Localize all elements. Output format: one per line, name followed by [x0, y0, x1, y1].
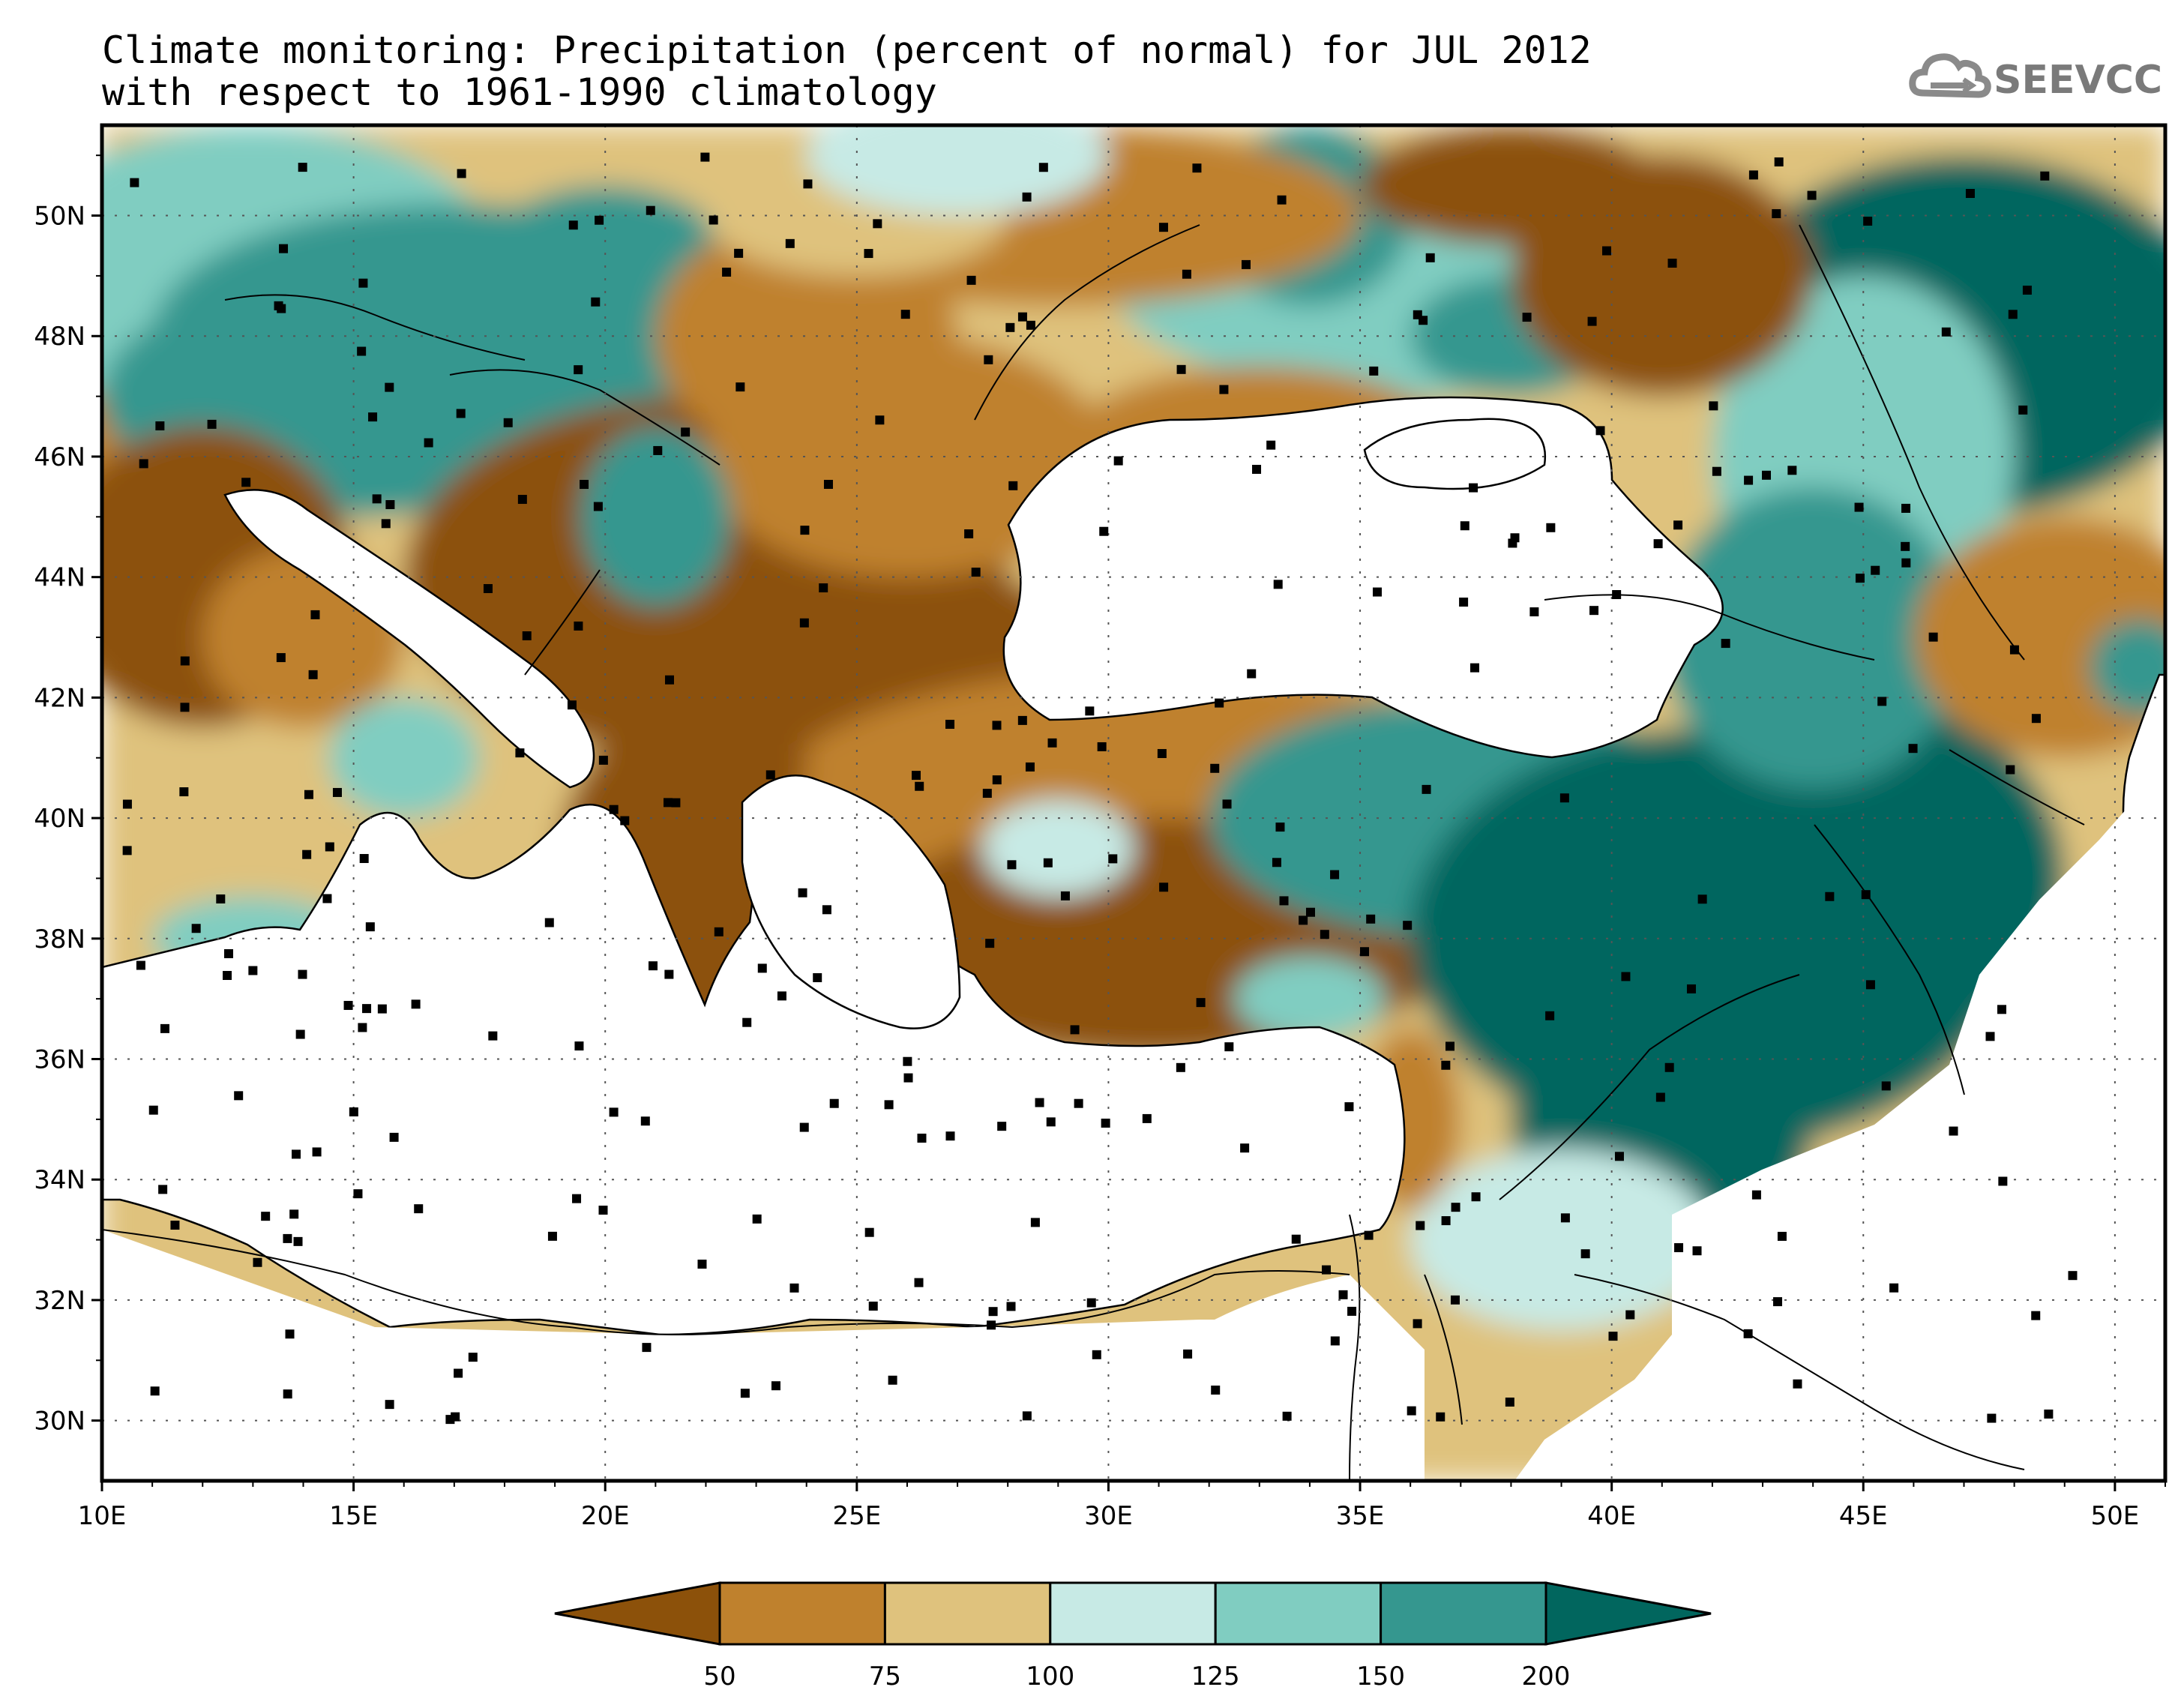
y-tick-label: 32N — [34, 1286, 85, 1316]
colorbar-label: 100 — [1026, 1662, 1074, 1687]
map-title: Climate monitoring: Precipitation (perce… — [102, 28, 1592, 72]
x-tick-label: 50E — [2091, 1501, 2140, 1531]
x-tick-label: 30E — [1084, 1501, 1133, 1531]
y-tick-label: 44N — [34, 563, 85, 593]
y-tick-label: 40N — [34, 804, 85, 834]
cloud-icon — [1909, 53, 1991, 98]
colorbar-label: 75 — [869, 1662, 901, 1687]
brand-name: SEEVCCC — [1994, 58, 2163, 103]
x-tick-label: 35E — [1336, 1501, 1385, 1531]
y-axis: 30N 32N 34N 36N 38N 40N 42N 44N 46N 48N 50N — [34, 154, 102, 1437]
colorbar-label: 125 — [1191, 1662, 1240, 1687]
y-tick-label: 46N — [34, 442, 85, 472]
borders — [102, 224, 2085, 1481]
stations — [122, 152, 2078, 1425]
colorbar-label: 150 — [1356, 1662, 1405, 1687]
map-subtitle: with respect to 1961-1990 climatology — [102, 70, 937, 114]
plot-frame — [100, 123, 2168, 1483]
x-tick-label: 40E — [1587, 1501, 1636, 1531]
y-tick-label: 30N — [34, 1407, 85, 1437]
y-tick-label: 38N — [34, 924, 85, 954]
y-tick-label: 50N — [34, 202, 85, 232]
x-tick-label: 25E — [832, 1501, 881, 1531]
y-tick-label: 34N — [34, 1165, 85, 1195]
y-tick-label: 36N — [34, 1045, 85, 1075]
y-tick-label: 48N — [34, 322, 85, 352]
seevccc-logo: SEEVCCC — [1909, 53, 2163, 103]
x-axis: 10E 15E 20E 25E 30E 35E 40E 45E 50E — [78, 1481, 2166, 1531]
colorbar-label: 50 — [703, 1662, 735, 1687]
x-tick-label: 45E — [1839, 1501, 1888, 1531]
colorbar-label: 200 — [1522, 1662, 1571, 1687]
colorbar: 50 75 100 125 150 200 — [554, 1581, 1712, 1687]
grid-lines — [102, 125, 2165, 1481]
x-tick-label: 20E — [581, 1501, 630, 1531]
y-tick-label: 42N — [34, 683, 85, 713]
sea-areas — [102, 396, 2165, 1336]
x-tick-label: 10E — [78, 1501, 127, 1531]
x-tick-label: 15E — [329, 1501, 378, 1531]
